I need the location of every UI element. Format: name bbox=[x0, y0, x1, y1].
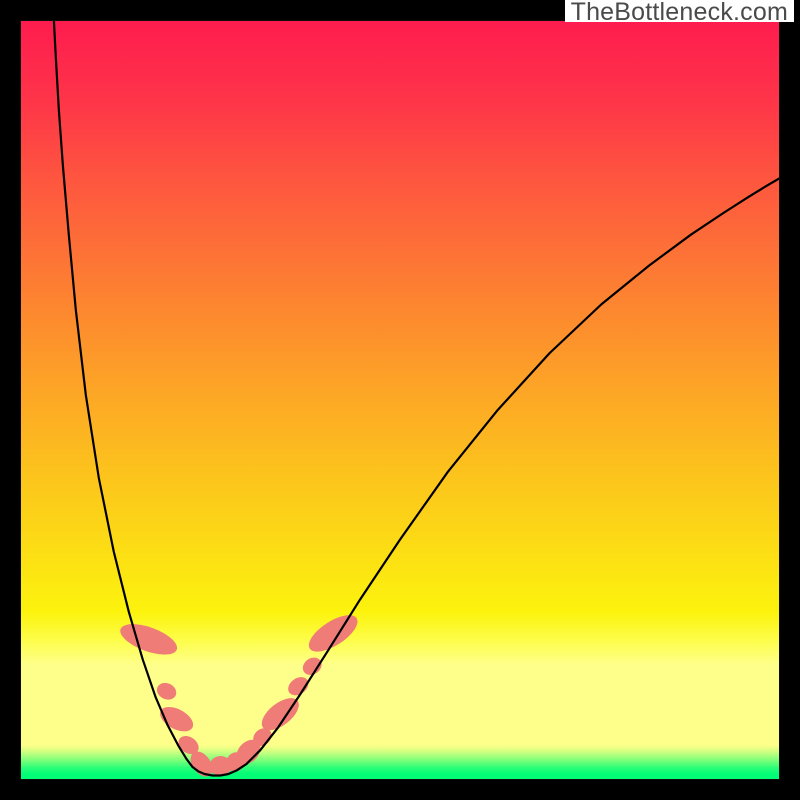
chart-container: TheBottleneck.com bbox=[0, 0, 800, 800]
plot-area bbox=[20, 20, 780, 780]
gradient-background bbox=[21, 21, 779, 779]
watermark-text: TheBottleneck.com bbox=[565, 0, 794, 22]
